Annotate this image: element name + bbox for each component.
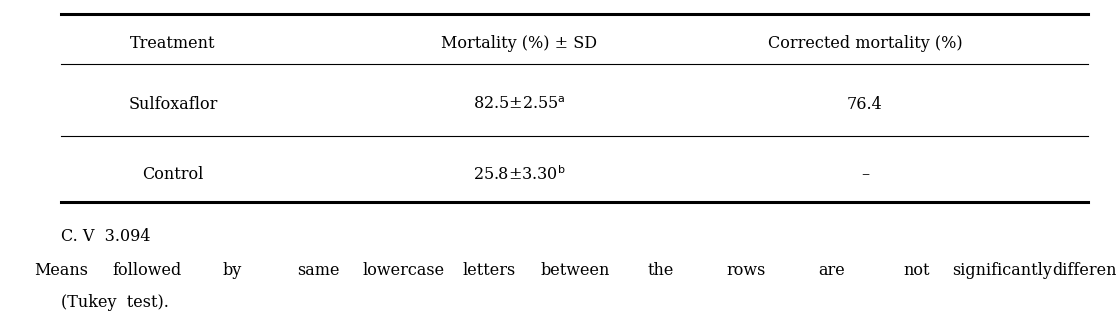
Text: 76.4: 76.4	[847, 96, 883, 114]
Text: are: are	[818, 262, 845, 279]
Text: lowercase: lowercase	[363, 262, 444, 279]
Text: letters: letters	[462, 262, 516, 279]
Text: (Tukey  test).: (Tukey test).	[61, 294, 170, 311]
Text: 25.8±3.30$^{\mathrm{b}}$: 25.8±3.30$^{\mathrm{b}}$	[473, 165, 565, 184]
Text: followed: followed	[113, 262, 182, 279]
Text: –: –	[860, 166, 869, 183]
Text: 82.5±2.55$^{\mathrm{a}}$: 82.5±2.55$^{\mathrm{a}}$	[473, 96, 565, 114]
Text: Corrected mortality (%): Corrected mortality (%)	[768, 35, 962, 52]
Text: Control: Control	[143, 166, 203, 183]
Text: same: same	[297, 262, 339, 279]
Text: by: by	[223, 262, 242, 279]
Text: rows: rows	[727, 262, 766, 279]
Text: different: different	[1052, 262, 1116, 279]
Text: Sulfoxaflor: Sulfoxaflor	[128, 96, 218, 114]
Text: Mortality (%) ± SD: Mortality (%) ± SD	[441, 35, 597, 52]
Text: between: between	[540, 262, 609, 279]
Text: C. V  3.094: C. V 3.094	[61, 228, 151, 245]
Text: the: the	[647, 262, 673, 279]
Text: Treatment: Treatment	[131, 35, 215, 52]
Text: significantly: significantly	[953, 262, 1052, 279]
Text: Means: Means	[35, 262, 88, 279]
Text: not: not	[904, 262, 931, 279]
